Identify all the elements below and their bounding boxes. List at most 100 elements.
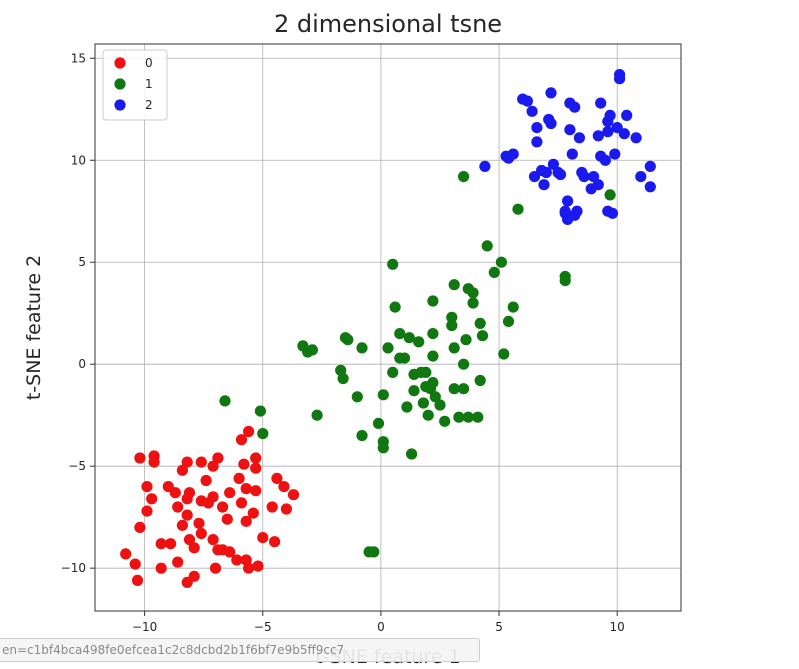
- point-class-1: [413, 336, 425, 348]
- point-class-1: [254, 405, 266, 417]
- point-class-0: [165, 538, 177, 550]
- point-class-0: [131, 574, 144, 587]
- point-class-2: [526, 105, 538, 117]
- point-class-2: [538, 179, 550, 191]
- point-class-0: [146, 493, 158, 505]
- legend-marker-1: [114, 78, 126, 90]
- point-class-0: [148, 456, 160, 468]
- point-class-2: [618, 128, 630, 140]
- point-class-0: [250, 485, 262, 497]
- point-class-1: [467, 297, 479, 309]
- point-class-0: [141, 481, 153, 493]
- point-class-1: [604, 189, 616, 201]
- point-class-0: [176, 464, 188, 476]
- data-points: [120, 69, 656, 589]
- point-class-1: [351, 391, 363, 403]
- x-tick-label: 10: [610, 620, 625, 634]
- point-class-0: [181, 456, 193, 468]
- point-class-1: [377, 389, 389, 401]
- point-class-0: [155, 562, 167, 574]
- point-class-1: [427, 377, 439, 389]
- point-class-0: [280, 503, 292, 515]
- point-class-0: [141, 505, 153, 517]
- point-class-0: [240, 515, 252, 527]
- point-class-1: [398, 352, 411, 364]
- x-tick-label: −10: [132, 620, 157, 634]
- point-class-0: [235, 434, 248, 446]
- point-class-0: [120, 548, 132, 560]
- point-class-1: [311, 409, 323, 421]
- point-class-1: [377, 442, 389, 454]
- point-class-1: [427, 295, 439, 307]
- point-class-2: [595, 97, 607, 109]
- point-class-0: [266, 501, 278, 513]
- point-class-0: [233, 472, 245, 484]
- point-class-2: [531, 122, 543, 134]
- point-class-0: [243, 562, 255, 574]
- point-class-0: [134, 452, 146, 464]
- point-class-0: [221, 513, 233, 525]
- point-class-1: [420, 366, 432, 378]
- point-class-2: [571, 205, 583, 217]
- legend-marker-0: [114, 57, 126, 69]
- point-class-1: [389, 301, 401, 313]
- y-tick-label: −10: [61, 561, 86, 575]
- point-class-2: [554, 168, 567, 181]
- point-class-0: [129, 558, 141, 570]
- y-tick-label: 0: [78, 357, 86, 371]
- point-class-1: [458, 358, 470, 370]
- point-class-1: [434, 399, 446, 411]
- legend-label-0: 0: [145, 56, 153, 70]
- point-class-1: [481, 240, 493, 252]
- y-tick-label: 5: [78, 255, 86, 269]
- point-class-0: [181, 493, 193, 505]
- point-class-0: [217, 501, 229, 513]
- x-tick-label: 0: [377, 620, 385, 634]
- status-bar-text: en=c1bf4bca498fe0efcea1c2c8dcbd2b1f6bf7e…: [2, 643, 345, 657]
- point-class-2: [531, 136, 543, 148]
- point-class-1: [368, 546, 380, 558]
- point-class-1: [476, 330, 489, 342]
- point-class-2: [630, 132, 642, 144]
- point-class-2: [547, 158, 560, 170]
- point-class-1: [387, 366, 399, 378]
- point-class-1: [372, 417, 385, 429]
- point-class-1: [382, 342, 394, 354]
- grid-lines: [95, 44, 681, 611]
- point-class-2: [564, 124, 576, 136]
- point-class-1: [453, 411, 465, 423]
- plot-frame: [94, 43, 682, 612]
- point-class-0: [188, 542, 200, 554]
- point-class-1: [257, 428, 269, 440]
- point-class-1: [429, 391, 441, 403]
- point-class-0: [193, 517, 205, 529]
- point-class-0: [269, 536, 281, 548]
- point-class-1: [495, 256, 507, 268]
- point-class-1: [467, 287, 479, 299]
- point-class-1: [446, 311, 458, 323]
- point-class-1: [439, 415, 451, 427]
- point-class-0: [287, 489, 300, 501]
- point-class-0: [278, 481, 290, 493]
- point-class-0: [176, 519, 188, 531]
- point-class-2: [635, 171, 647, 183]
- point-class-1: [403, 332, 415, 344]
- point-class-1: [417, 397, 429, 409]
- chart-title: 2 dimensional tsne: [274, 10, 502, 38]
- point-class-2: [602, 126, 614, 138]
- point-class-0: [200, 474, 212, 487]
- point-class-0: [207, 534, 219, 546]
- point-class-1: [356, 430, 368, 442]
- point-class-1: [422, 409, 434, 421]
- point-class-0: [238, 458, 250, 470]
- point-class-1: [401, 401, 413, 413]
- point-class-0: [207, 491, 219, 503]
- point-class-1: [448, 279, 460, 291]
- legend-label-1: 1: [145, 77, 153, 91]
- point-class-2: [569, 101, 581, 113]
- point-class-0: [235, 497, 248, 509]
- point-class-1: [507, 301, 519, 313]
- point-class-1: [302, 346, 314, 358]
- point-class-0: [172, 556, 184, 568]
- point-class-1: [394, 328, 406, 340]
